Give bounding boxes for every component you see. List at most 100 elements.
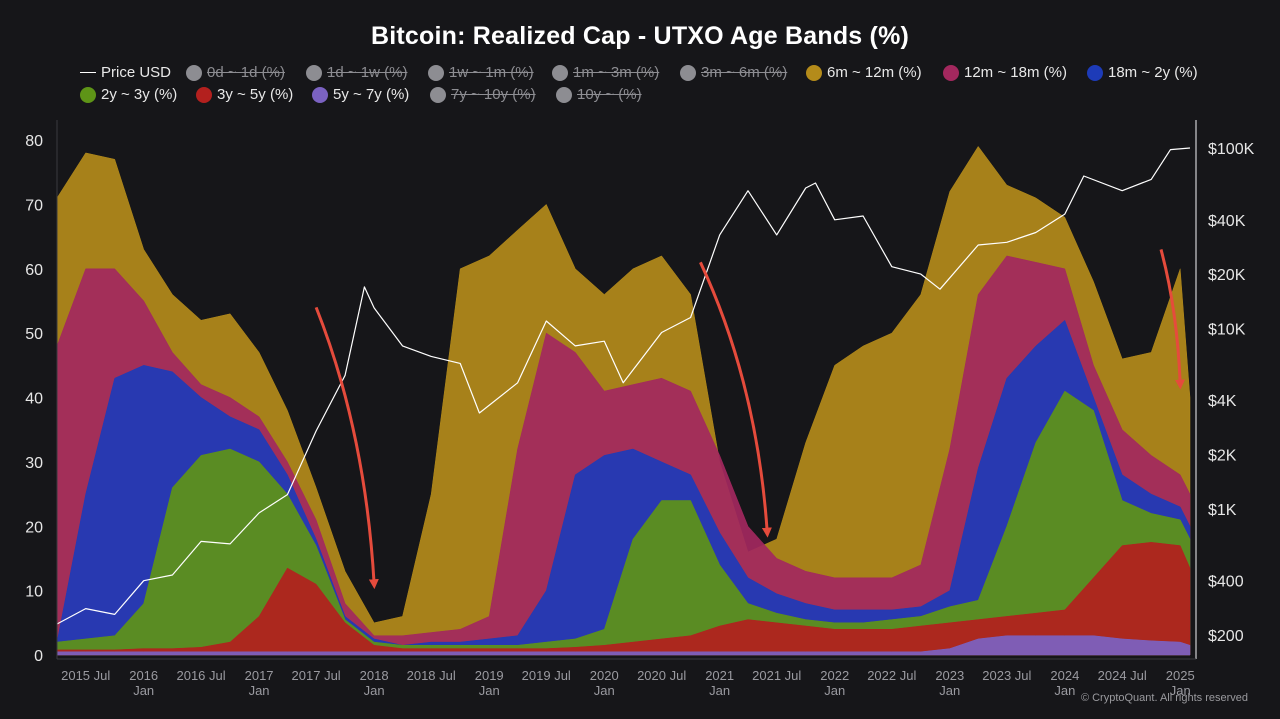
legend-label: 18m ~ 2y (%) xyxy=(1108,64,1198,81)
legend-dot-icon xyxy=(1087,64,1103,81)
x-tick-label: 2019 xyxy=(475,668,504,683)
y-tick-label: 40 xyxy=(25,391,43,408)
legend-dot-icon xyxy=(186,64,202,81)
y-tick-label: 70 xyxy=(25,197,43,214)
y2-tick-label: $100K xyxy=(1208,141,1255,158)
legend-dot-icon xyxy=(556,86,572,103)
price-line xyxy=(56,147,1191,625)
legend-item[interactable]: 5y ~ 7y (%) xyxy=(312,86,409,103)
area-series xyxy=(56,542,1191,656)
legend-label: 2y ~ 3y (%) xyxy=(101,86,178,103)
legend-dot-icon xyxy=(943,64,959,81)
area-layers xyxy=(56,145,1191,656)
y2-tick-label: $10K xyxy=(1208,321,1246,338)
credit-text: © CryptoQuant. All rights reserved xyxy=(1080,692,1248,704)
y2-tick-label: $40K xyxy=(1208,213,1246,230)
legend-dot-icon xyxy=(428,64,444,81)
x-tick-label: 2021 xyxy=(705,668,734,683)
area-series xyxy=(56,319,1191,656)
x-tick-label: 2022 Jul xyxy=(867,668,916,683)
area-series xyxy=(56,635,1191,656)
x-tick-label: 2022 xyxy=(820,668,849,683)
legend-label: 1w ~ 1m (%) xyxy=(449,64,534,81)
x-tick-label: 2023 xyxy=(935,668,964,683)
x-tick-label: 2020 Jul xyxy=(637,668,686,683)
x-tick-label: 2018 Jul xyxy=(407,668,456,683)
y-tick-label: 20 xyxy=(25,519,43,536)
y-tick-label: 10 xyxy=(25,584,43,601)
x-tick-sublabel: Jan xyxy=(249,683,270,698)
legend-label: Price USD xyxy=(101,64,172,81)
legend-label: 12m ~ 18m (%) xyxy=(964,64,1067,81)
legend-item[interactable]: 6m ~ 12m (%) xyxy=(806,64,922,81)
legend-label: 1m ~ 3m (%) xyxy=(573,64,660,81)
legend-item[interactable]: 3y ~ 5y (%) xyxy=(196,86,293,103)
x-tick-label: 2018 xyxy=(360,668,389,683)
legend-dot-icon xyxy=(306,64,322,81)
x-tick-label: 2016 xyxy=(129,668,158,683)
legend-dot-icon xyxy=(312,86,328,103)
x-tick-label: 2016 Jul xyxy=(176,668,225,683)
legend-dot-icon xyxy=(680,64,696,81)
y2-tick-label: $20K xyxy=(1208,267,1246,284)
legend-item[interactable]: Price USD xyxy=(80,64,171,81)
y2-tick-label: $200 xyxy=(1208,628,1244,645)
x-tick-label: 2025 xyxy=(1166,668,1195,683)
legend-item[interactable]: 2y ~ 3y (%) xyxy=(80,86,177,103)
legend-label: 7y ~ 10y (%) xyxy=(451,86,536,103)
y-tick-label: 60 xyxy=(25,262,43,279)
legend-dot-icon xyxy=(196,86,212,103)
x-tick-label: 2021 Jul xyxy=(752,668,801,683)
x-tick-label: 2017 xyxy=(245,668,274,683)
y2-tick-label: $1K xyxy=(1208,502,1237,519)
red-arrow-annotation xyxy=(314,306,379,590)
x-tick-sublabel: Jan xyxy=(1170,683,1191,698)
legend-line-icon xyxy=(80,71,96,74)
red-arrow-annotation xyxy=(699,261,772,538)
x-tick-sublabel: Jan xyxy=(594,683,615,698)
y-tick-label: 80 xyxy=(25,133,43,150)
y-tick-label: 0 xyxy=(34,648,43,665)
y2-tick-label: $2K xyxy=(1208,448,1237,465)
x-tick-label: 2017 Jul xyxy=(292,668,341,683)
legend-label: 0d ~ 1d (%) xyxy=(207,64,285,81)
x-tick-label: 2023 Jul xyxy=(982,668,1031,683)
legend-item[interactable]: 1m ~ 3m (%) xyxy=(552,64,659,81)
legend-dot-icon xyxy=(430,86,446,103)
legend-item[interactable]: 18m ~ 2y (%) xyxy=(1087,64,1198,81)
x-tick-label: 2024 Jul xyxy=(1098,668,1147,683)
x-tick-label: 2020 xyxy=(590,668,619,683)
x-tick-sublabel: Jan xyxy=(709,683,730,698)
x-tick-sublabel: Jan xyxy=(133,683,154,698)
x-tick-sublabel: Jan xyxy=(364,683,385,698)
legend-item[interactable]: 1w ~ 1m (%) xyxy=(428,64,534,81)
legend-dot-icon xyxy=(552,64,568,81)
x-tick-label: 2024 xyxy=(1050,668,1079,683)
x-tick-sublabel: Jan xyxy=(824,683,845,698)
legend-item[interactable]: 0d ~ 1d (%) xyxy=(186,64,285,81)
legend-label: 1d ~ 1w (%) xyxy=(327,64,408,81)
legend-dot-icon xyxy=(80,86,96,103)
x-tick-sublabel: Jan xyxy=(939,683,960,698)
y-tick-label: 50 xyxy=(25,326,43,343)
legend-item[interactable]: 12m ~ 18m (%) xyxy=(943,64,1067,81)
legend-item[interactable]: 3m ~ 6m (%) xyxy=(680,64,787,81)
legend-label: 5y ~ 7y (%) xyxy=(333,86,410,103)
x-tick-label: 2015 Jul xyxy=(61,668,110,683)
legend-label: 6m ~ 12m (%) xyxy=(827,64,922,81)
y2-tick-label: $4K xyxy=(1208,393,1237,410)
legend-item[interactable]: 1d ~ 1w (%) xyxy=(306,64,407,81)
legend-label: 10y ~ (%) xyxy=(577,86,642,103)
legend-item[interactable]: 7y ~ 10y (%) xyxy=(430,86,536,103)
legend-item[interactable]: 10y ~ (%) xyxy=(556,86,642,103)
chart-title: Bitcoin: Realized Cap - UTXO Age Bands (… xyxy=(370,22,910,50)
y2-tick-label: $400 xyxy=(1208,574,1244,591)
legend-dot-icon xyxy=(806,64,822,81)
x-tick-label: 2019 Jul xyxy=(522,668,571,683)
legend-label: 3m ~ 6m (%) xyxy=(701,64,788,81)
legend-label: 3y ~ 5y (%) xyxy=(217,86,294,103)
red-arrow-annotation xyxy=(1159,249,1186,390)
y-tick-label: 30 xyxy=(25,455,43,472)
x-tick-sublabel: Jan xyxy=(479,683,500,698)
